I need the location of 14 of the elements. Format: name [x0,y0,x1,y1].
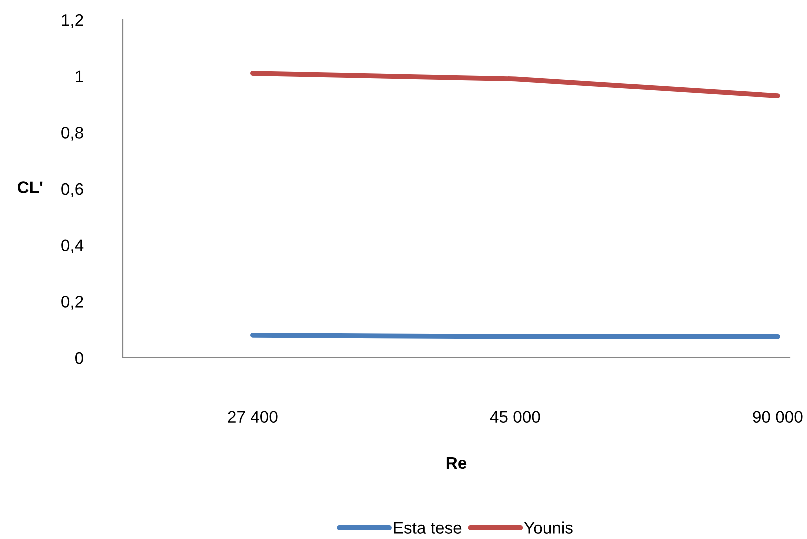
y-axis-title: CL' [18,182,43,194]
x-tick-label: 45 000 [490,411,540,424]
y-tick-label: 0,2 [62,296,84,310]
legend-label: Younis [524,522,573,534]
legend-label: Esta tese [394,522,462,534]
y-tick-label: 1 [76,70,84,82]
y-tick-label: 0,8 [62,127,84,141]
x-tick-label: 90 000 [753,411,803,424]
y-tick-label: 1,2 [62,14,84,28]
y-tick-label: 0,6 [62,183,84,198]
y-tick-label: 0 [75,352,84,364]
y-tick-label: 0,4 [62,240,84,254]
x-tick-label: 27 400 [228,411,278,424]
x-axis-title: Re [446,457,467,470]
